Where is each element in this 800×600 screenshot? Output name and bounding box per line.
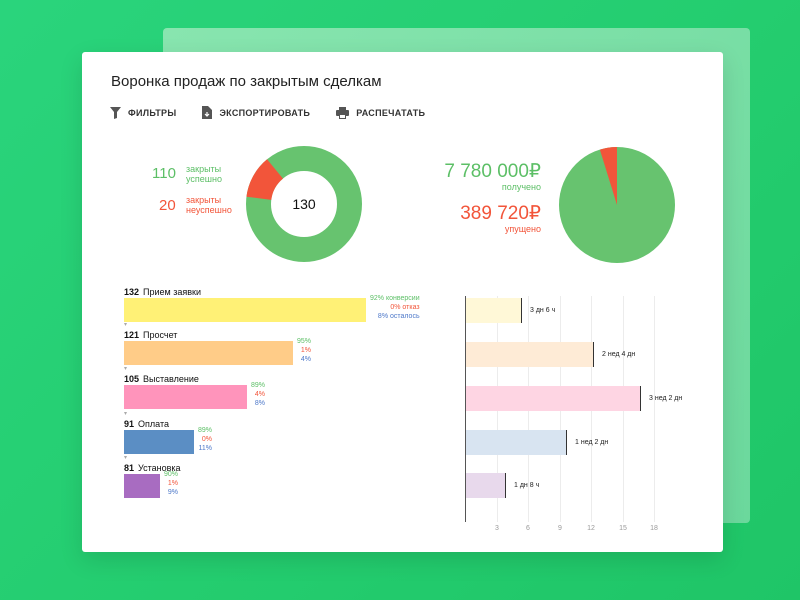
success-count: 110 [152, 165, 176, 182]
funnel-stage-count: 91 [124, 419, 135, 429]
success-label: закрыты успешно [186, 164, 222, 184]
funnel-stage-header: 132 Прием заявки [124, 287, 201, 297]
funnel-stage-percentages: 90% 1% 9% [164, 470, 178, 497]
funnel-stage-name: Просчет [143, 330, 178, 340]
received-amount: 7 780 000₽ [444, 161, 541, 182]
fail-label-line1: закрыты [186, 195, 222, 205]
chevron-down-icon: ▾ [124, 366, 128, 372]
funnel-stage-bar[interactable] [124, 474, 160, 498]
duration-bar[interactable] [466, 342, 594, 367]
duration-bar-label: 1 нед 2 дн [575, 439, 609, 446]
funnel-stage-name: Выставление [143, 374, 199, 384]
printer-icon [336, 106, 350, 119]
refusal-percent: 0% [201, 436, 213, 443]
duration-bar[interactable] [466, 430, 567, 455]
refusal-percent: 4% [254, 391, 266, 398]
conversion-percent: 92% конверсии [370, 295, 420, 302]
deals-donut-chart: 130 [246, 146, 362, 262]
refusal-percent: 1% [300, 347, 312, 354]
bar-end-marker [505, 473, 506, 498]
funnel-stage-name: Установка [138, 463, 181, 473]
toolbar: ФИЛЬТРЫ ЭКСПОРТИРОВАТЬ РАСПЕЧАТАТЬ [110, 106, 451, 119]
y-axis-line [465, 296, 466, 522]
x-tick-label: 3 [495, 525, 499, 532]
refusal-percent: 1% [167, 480, 179, 487]
page-title: Воронка продаж по закрытым сделкам [111, 73, 382, 90]
remaining-percent: 8% [254, 400, 266, 407]
duration-bar[interactable] [466, 298, 522, 323]
bar-end-marker [566, 430, 567, 455]
funnel-stage-count: 132 [124, 287, 140, 297]
bar-end-marker [593, 342, 594, 367]
filters-label: ФИЛЬТРЫ [128, 107, 177, 118]
x-tick-label: 15 [619, 525, 627, 532]
funnel-stage-percentages: 89% 4% 8% [251, 381, 265, 408]
duration-bar-chart: 3 6 9 12 15 18 3 дн 6 ч 2 нед 4 дн 3 нед 2 дн 1 н… [465, 296, 682, 541]
export-label: ЭКСПОРТИРОВАТЬ [219, 107, 311, 118]
duration-bar-label: 1 дн 8 ч [514, 482, 540, 489]
funnel-stage-header: 105 Выставление [124, 374, 199, 384]
refusal-percent: 0% отказ [390, 304, 420, 311]
chevron-down-icon: ▾ [124, 411, 128, 417]
report-card: Воронка продаж по закрытым сделкам ФИЛЬТ… [82, 52, 723, 552]
funnel-stage-header: 81 Установка [124, 463, 181, 473]
fail-count: 20 [159, 197, 176, 214]
funnel-stage-bar[interactable] [124, 385, 247, 409]
funnel-stage-header: 121 Просчет [124, 330, 177, 340]
x-tick-label: 18 [650, 525, 658, 532]
remaining-percent: 11% [198, 445, 213, 452]
success-label-line2: успешно [186, 174, 222, 184]
funnel-stage-bar[interactable] [124, 298, 366, 322]
missed-label: упущено [504, 224, 541, 234]
bar-end-marker [521, 298, 522, 323]
missed-amount: 389 720₽ [460, 203, 541, 224]
funnel-stage-count: 81 [124, 463, 135, 473]
filters-button[interactable]: ФИЛЬТРЫ [110, 106, 176, 119]
conversion-percent: 89% [251, 382, 266, 389]
success-label-line1: закрыты [186, 164, 222, 174]
donut-success-segment [246, 146, 362, 262]
bar-end-marker [640, 386, 641, 411]
funnel-stage-count: 121 [124, 330, 140, 340]
funnel-stage-percentages: 92% конверсии 0% отказ 8% осталось [370, 294, 420, 321]
donut-fail-segment [246, 159, 283, 200]
money-pie-chart [559, 147, 675, 263]
fail-label: закрыты неуспешно [186, 195, 232, 215]
remaining-percent: 4% [300, 356, 312, 363]
funnel-stage-header: 91 Оплата [124, 419, 169, 429]
duration-bar-label: 3 нед 2 дн [649, 395, 683, 402]
print-label: РАСПЕЧАТАТЬ [356, 107, 426, 118]
chevron-down-icon: ▾ [124, 322, 128, 328]
grid-line [654, 296, 655, 522]
funnel-stage-bar[interactable] [124, 341, 293, 365]
conversion-percent: 89% [198, 427, 213, 434]
file-export-icon [202, 106, 213, 119]
chevron-down-icon: ▾ [124, 455, 128, 461]
filter-icon [110, 106, 121, 119]
received-label: получено [501, 182, 541, 192]
x-tick-label: 6 [526, 525, 530, 532]
conversion-percent: 95% [297, 338, 312, 345]
x-tick-label: 12 [587, 525, 595, 532]
funnel-stage-bar[interactable] [124, 430, 194, 454]
duration-bar-label: 3 дн 6 ч [530, 307, 556, 314]
duration-bar[interactable] [466, 386, 641, 411]
fail-label-line2: неуспешно [186, 205, 232, 215]
conversion-percent: 90% [164, 471, 179, 478]
funnel-stage-count: 105 [124, 374, 140, 384]
remaining-percent: 9% [167, 489, 179, 496]
export-button[interactable]: ЭКСПОРТИРОВАТЬ [202, 106, 310, 119]
funnel-stage-percentages: 95% 1% 4% [297, 337, 311, 364]
x-tick-label: 9 [558, 525, 562, 532]
remaining-percent: 8% осталось [377, 313, 420, 320]
funnel-stage-percentages: 89% 0% 11% [198, 426, 212, 453]
funnel-stage-name: Оплата [138, 419, 169, 429]
duration-bar[interactable] [466, 473, 506, 498]
duration-bar-label: 2 нед 4 дн [602, 351, 636, 358]
funnel-stage-name: Прием заявки [143, 287, 201, 297]
donut-total: 130 [292, 196, 316, 212]
pie-missed-slice [599, 147, 617, 205]
print-button[interactable]: РАСПЕЧАТАТЬ [336, 106, 425, 119]
